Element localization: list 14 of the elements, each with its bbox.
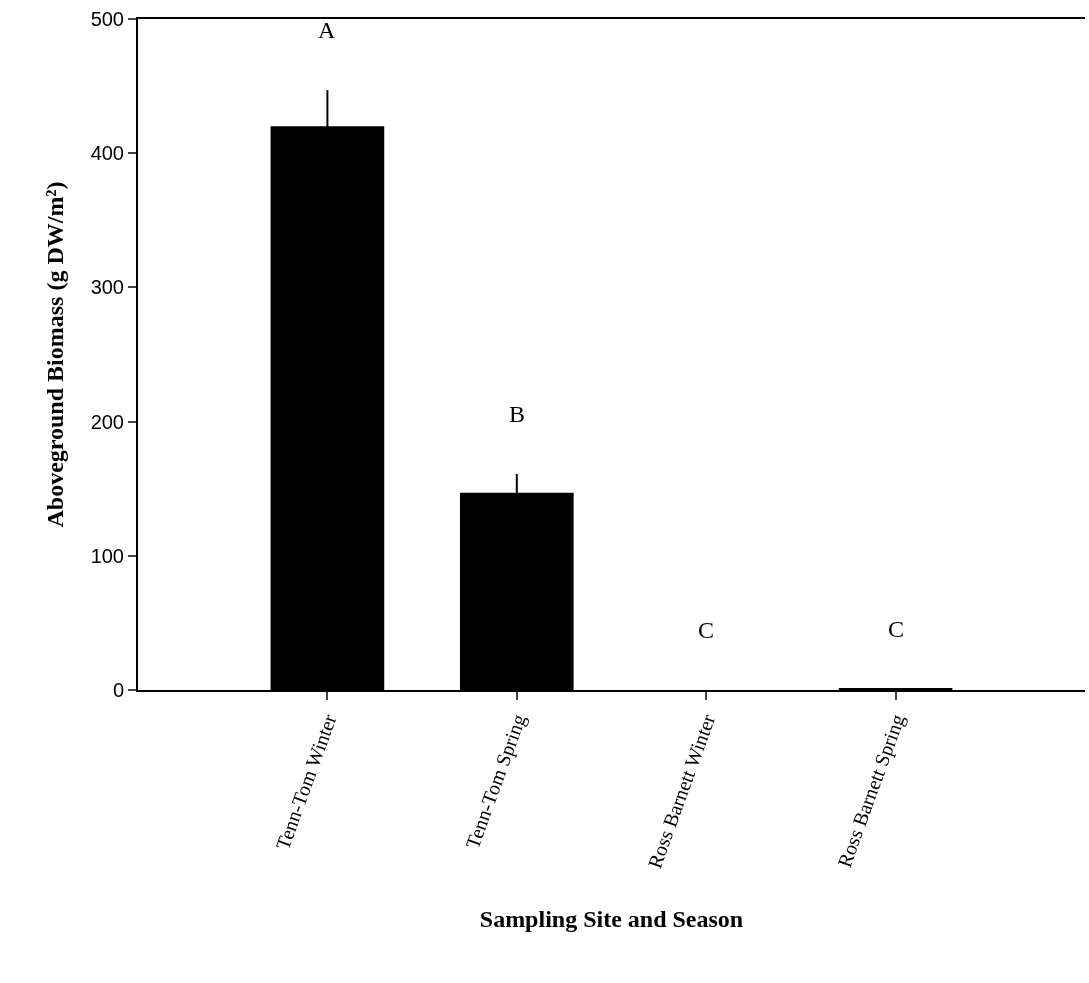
x-tick-label: Ross Barnett Spring bbox=[832, 711, 910, 871]
y-tick-label: 400 bbox=[90, 142, 124, 165]
x-tick-label: Ross Barnett Winter bbox=[643, 710, 720, 872]
annotation: B bbox=[509, 401, 526, 427]
y-tick-label: 100 bbox=[90, 544, 124, 567]
annotation: C bbox=[888, 616, 905, 642]
annotation: C bbox=[698, 617, 715, 643]
annotation: A bbox=[318, 17, 336, 43]
y-tick-label: 0 bbox=[112, 679, 124, 701]
y-tick-label: 500 bbox=[90, 8, 124, 30]
x-axis-title: Sampling Site and Season bbox=[479, 905, 744, 932]
y-tick-label: 200 bbox=[90, 410, 124, 433]
y-axis-title: Aboveground Biomass (g DW/m²) bbox=[42, 181, 69, 528]
y-tick-label: 300 bbox=[90, 276, 124, 299]
